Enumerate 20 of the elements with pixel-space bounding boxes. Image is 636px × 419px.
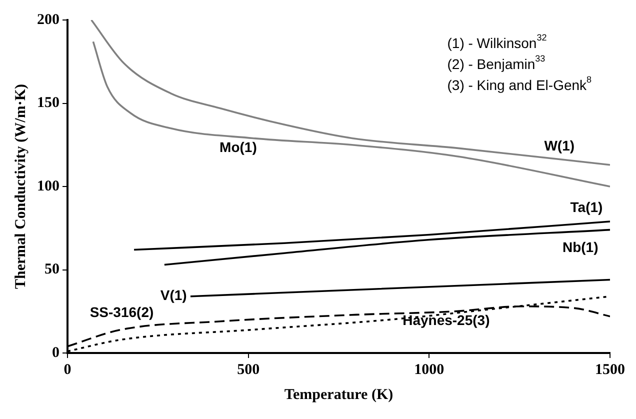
x-tick-label: 0 (64, 362, 72, 378)
x-tick-label: 500 (237, 362, 260, 378)
series-label: Nb(1) (562, 238, 598, 255)
series-label: Mo(1) (220, 139, 257, 156)
series-label: W(1) (544, 137, 575, 154)
x-tick-label: 1000 (414, 362, 444, 378)
y-tick-label: 100 (37, 178, 60, 194)
y-tick-label: 0 (52, 344, 60, 361)
x-axis-title: Temperature (K) (284, 386, 394, 403)
y-tick-label: 150 (37, 95, 60, 112)
y-tick-label: 200 (37, 12, 60, 28)
line-series (164, 228, 610, 266)
line-series (90, 20, 610, 166)
series-label: SS-316(2) (90, 304, 154, 320)
y-tick-label: 50 (44, 262, 60, 278)
series-label: Haynes-25(3) (402, 312, 490, 328)
x-tick-label: 1500 (595, 362, 625, 378)
y-axis-title: Thermal Conductivity (W/m·K) (12, 84, 29, 289)
series-label: Ta(1) (570, 199, 603, 216)
series-label: V(1) (160, 287, 187, 304)
